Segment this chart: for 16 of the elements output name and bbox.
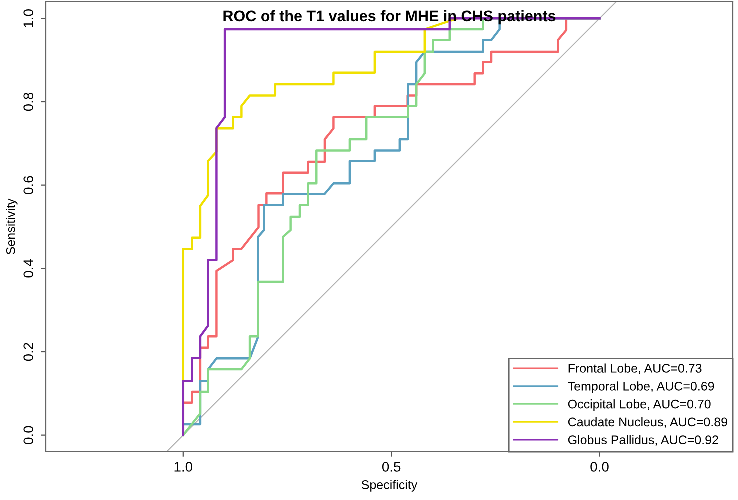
y-tick-label: 0.0 [24, 426, 34, 444]
x-axis-title: Specificity [362, 480, 418, 492]
x-tick-label: 0.5 [382, 462, 401, 472]
legend-label: Caudate Nucleus, AUC=0.89 [568, 417, 728, 428]
legend-label: Temporal Lobe, AUC=0.69 [568, 382, 714, 394]
y-tick-label: 0.4 [24, 259, 34, 278]
y-tick-label: 0.2 [24, 343, 34, 362]
x-tick-label: 1.0 [174, 462, 193, 472]
y-axis-title: Sensitivity [6, 198, 18, 255]
legend-label: Frontal Lobe, AUC=0.73 [568, 364, 702, 374]
legend-label: Globus Pallidus, AUC=0.92 [568, 435, 718, 446]
y-tick-label: 1.0 [24, 10, 34, 28]
y-tick-label: 0.6 [24, 176, 34, 194]
y-tick-label: 0.8 [24, 92, 34, 112]
legend-label: Occipital Lobe, AUC=0.70 [568, 400, 711, 412]
x-tick-label: 0.0 [590, 462, 609, 472]
